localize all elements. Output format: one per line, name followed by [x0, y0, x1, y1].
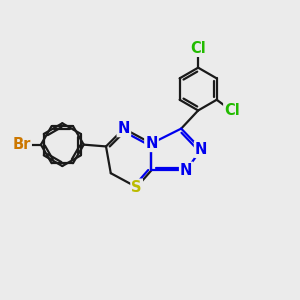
Text: Cl: Cl: [224, 103, 240, 118]
Text: Br: Br: [12, 137, 31, 152]
Text: S: S: [131, 180, 142, 195]
Text: N: N: [180, 163, 192, 178]
Text: N: N: [195, 142, 207, 157]
Text: Cl: Cl: [190, 41, 206, 56]
Text: N: N: [118, 121, 130, 136]
Text: N: N: [145, 136, 158, 151]
